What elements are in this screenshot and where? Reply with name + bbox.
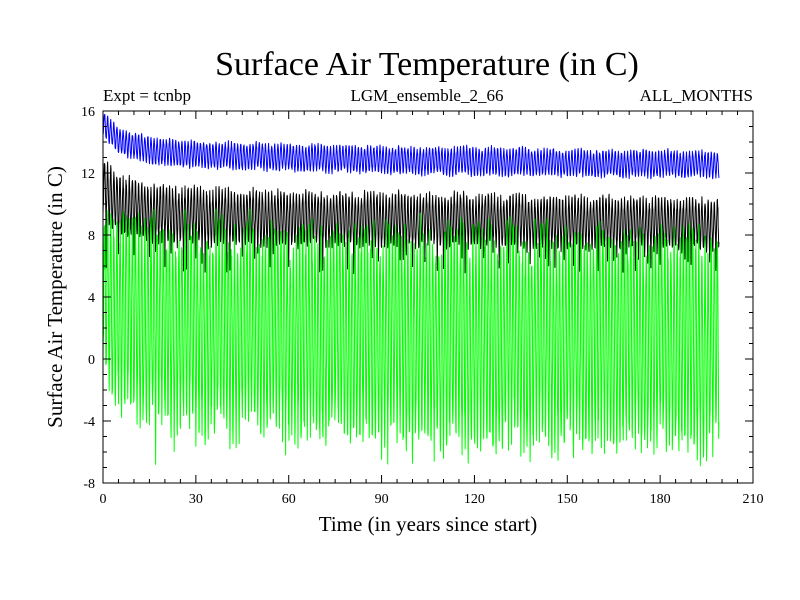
y-tick-label: -4 [83,415,95,430]
x-axis: 0 30 60 90 120 150 180 210 [100,111,764,507]
x-tick-label: 90 [375,492,389,507]
chart-title: Surface Air Temperature (in C) [215,46,639,83]
y-axis-label: Surface Air Temperature (in C) [43,166,67,428]
y-tick-label: 8 [88,229,95,244]
y-tick-label: -8 [83,477,95,492]
y-tick-label: 12 [81,167,95,182]
x-tick-label: 0 [100,492,107,507]
series-line-green [103,208,720,467]
experiment-label: Expt = tcnbp [103,86,191,105]
series-layer [103,113,720,467]
x-tick-label: 120 [464,492,485,507]
x-tick-label: 30 [189,492,203,507]
series-line-blue [103,113,720,180]
y-tick-label: 0 [88,353,95,368]
x-tick-label: 210 [743,492,764,507]
y-tick-label: 4 [88,291,95,306]
ensemble-label: LGM_ensemble_2_66 [351,86,504,105]
series-line-black [103,161,720,275]
x-axis-label: Time (in years since start) [319,512,538,536]
x-tick-label: 150 [557,492,578,507]
y-axis: -8 -4 0 4 8 12 16 [81,105,753,492]
months-label: ALL_MONTHS [640,86,753,105]
y-tick-label: 16 [81,105,95,120]
x-tick-label: 180 [650,492,671,507]
x-tick-label: 60 [282,492,296,507]
